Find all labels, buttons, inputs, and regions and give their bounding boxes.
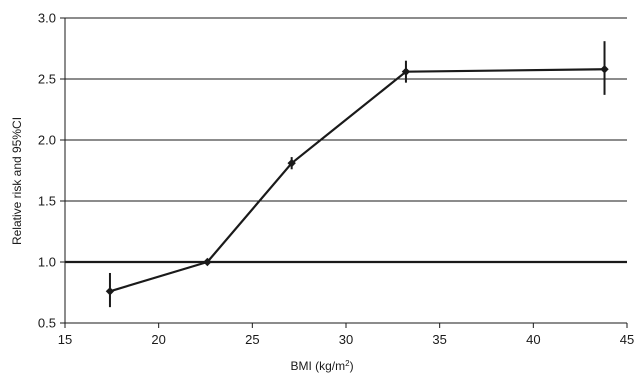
data-point-0 (105, 287, 115, 296)
y-tick-label-3: 2.0 (38, 133, 56, 148)
x-axis-title: BMI (kg/m2) (290, 359, 353, 374)
data-point-4 (600, 65, 609, 74)
x-tick-label-1: 20 (151, 332, 165, 347)
x-tick-label-6: 45 (620, 332, 634, 347)
gridlines (65, 17, 627, 324)
x-tick-label-5: 40 (526, 332, 540, 347)
y-tick-label-1: 1.0 (38, 255, 56, 270)
x-tick-label-4: 35 (432, 332, 446, 347)
x-axis-title-main: BMI (kg/m (290, 359, 345, 373)
y-axis-title: Relative risk and 95%CI (10, 117, 24, 245)
y-tick-labels: 0.5 1.0 1.5 2.0 2.5 3.0 (38, 11, 56, 331)
y-tick-label-0: 0.5 (38, 316, 56, 331)
data-point-3 (401, 67, 411, 76)
x-tick-labels: 15 20 25 30 35 40 45 (58, 332, 634, 347)
x-axis-title-sup: 2 (345, 359, 350, 368)
y-tick-label-2: 1.5 (38, 194, 56, 209)
data-point-1 (203, 257, 212, 267)
x-tick-label-0: 15 (58, 332, 72, 347)
x-axis-title-end: ) (350, 359, 354, 373)
plot-area (60, 17, 628, 328)
series-group (105, 41, 609, 308)
x-tick-label-3: 30 (339, 332, 353, 347)
series-line-0 (109, 68, 605, 293)
y-tick-label-5: 3.0 (38, 11, 56, 26)
x-tick-label-2: 25 (245, 332, 259, 347)
data-point-2 (287, 158, 296, 168)
y-tick-label-4: 2.5 (38, 72, 56, 87)
